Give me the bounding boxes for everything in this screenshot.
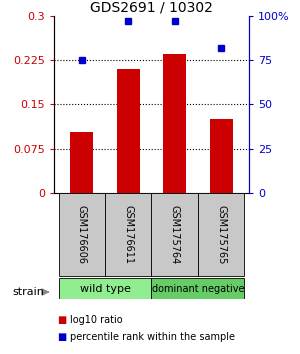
Bar — [163, 54, 186, 193]
Text: log10 ratio: log10 ratio — [70, 315, 123, 325]
Text: GSM175764: GSM175764 — [170, 205, 180, 264]
Bar — [209, 119, 233, 193]
Text: GSM176611: GSM176611 — [123, 205, 133, 264]
Text: dominant negative: dominant negative — [152, 284, 244, 293]
Title: GDS2691 / 10302: GDS2691 / 10302 — [90, 1, 213, 15]
Bar — [117, 69, 140, 193]
Text: GSM175765: GSM175765 — [216, 205, 226, 264]
Bar — [70, 132, 94, 193]
Bar — [58, 278, 152, 299]
Text: ■: ■ — [57, 332, 66, 342]
Bar — [105, 193, 152, 276]
Text: percentile rank within the sample: percentile rank within the sample — [70, 332, 236, 342]
Text: wild type: wild type — [80, 284, 130, 293]
Bar — [152, 193, 198, 276]
Text: strain: strain — [12, 287, 44, 297]
Bar — [152, 278, 244, 299]
Bar — [58, 193, 105, 276]
Text: ■: ■ — [57, 315, 66, 325]
Bar — [198, 193, 244, 276]
Text: GSM176606: GSM176606 — [77, 205, 87, 264]
